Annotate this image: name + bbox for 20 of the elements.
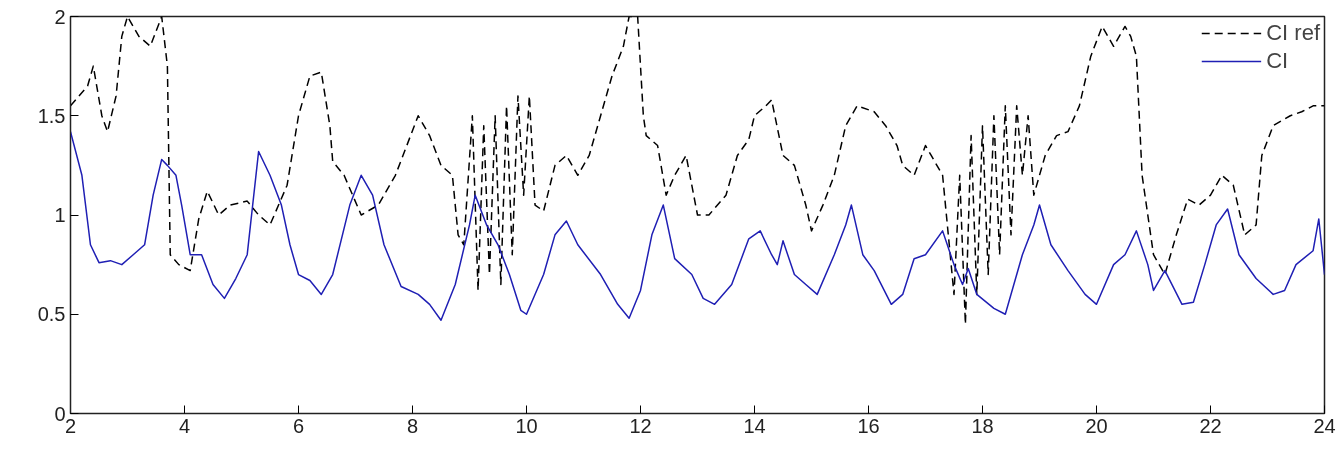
y-tick-label: 0.5 bbox=[37, 303, 66, 326]
legend-label: CI bbox=[1266, 48, 1289, 74]
y-tick-label: 0 bbox=[54, 402, 66, 425]
x-tick-label: 14 bbox=[743, 414, 766, 437]
x-tick-label: 24 bbox=[1313, 414, 1336, 437]
x-tick-label: 12 bbox=[629, 414, 652, 437]
y-tick-label: 2 bbox=[54, 5, 66, 28]
x-tick-label: 20 bbox=[1085, 414, 1108, 437]
line-series bbox=[70, 16, 1325, 325]
x-tick-label: 18 bbox=[971, 414, 994, 437]
x-tick-label: 4 bbox=[178, 414, 191, 437]
x-tick-label: 16 bbox=[857, 414, 880, 437]
x-tick-label: 22 bbox=[1199, 414, 1222, 437]
x-tick-label: 10 bbox=[515, 414, 538, 437]
y-tick-label: 1.5 bbox=[37, 104, 66, 127]
line-series bbox=[70, 130, 1325, 321]
y-tick-label: 1 bbox=[54, 204, 66, 226]
x-tick-label: 8 bbox=[406, 414, 419, 437]
x-tick-label: 6 bbox=[292, 414, 305, 437]
legend-label: CI ref bbox=[1266, 20, 1320, 46]
